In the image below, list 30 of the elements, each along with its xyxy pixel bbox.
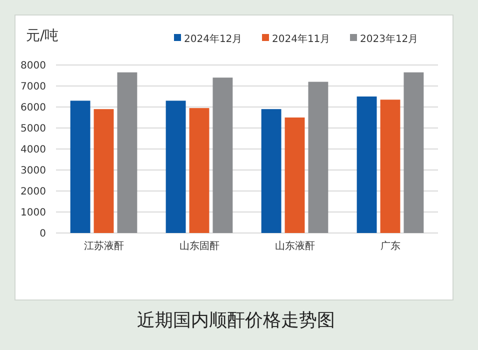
- x-tick-label: 山东液酐: [274, 240, 315, 252]
- y-tick-label: 1000: [20, 208, 46, 218]
- bar: [166, 100, 186, 233]
- y-tick-label: 0: [40, 228, 46, 240]
- legend-label: 2024年11月: [272, 33, 330, 45]
- bar: [380, 100, 400, 233]
- x-tick-label: 山东固酐: [179, 240, 220, 252]
- bar: [356, 96, 377, 233]
- y-tick-label: 6000: [20, 102, 46, 114]
- x-tick-label: 江苏液酐: [84, 240, 124, 252]
- bar: [117, 72, 138, 233]
- bar: [189, 108, 210, 233]
- y-axis-title: 元/吨: [26, 28, 59, 44]
- bar: [70, 100, 90, 233]
- bar: [212, 78, 233, 233]
- y-tick-label: 4000: [20, 144, 46, 156]
- y-tick-label: 3000: [20, 166, 46, 176]
- bar: [308, 82, 328, 233]
- legend-label: 2023年12月: [360, 33, 418, 45]
- y-tick-label: 8000: [20, 60, 46, 72]
- text: 近期国内顺酐价格走势图: [137, 310, 335, 331]
- bar: [284, 118, 305, 233]
- bar: [94, 109, 114, 233]
- y-tick-label: 5000: [20, 124, 46, 134]
- y-tick-label: 2000: [20, 186, 46, 198]
- bar: [261, 109, 282, 233]
- y-tick-label: 7000: [20, 82, 46, 92]
- legend-label: 2024年12月: [184, 33, 242, 45]
- bar: [404, 72, 424, 233]
- x-tick-label: 广东: [380, 240, 400, 252]
